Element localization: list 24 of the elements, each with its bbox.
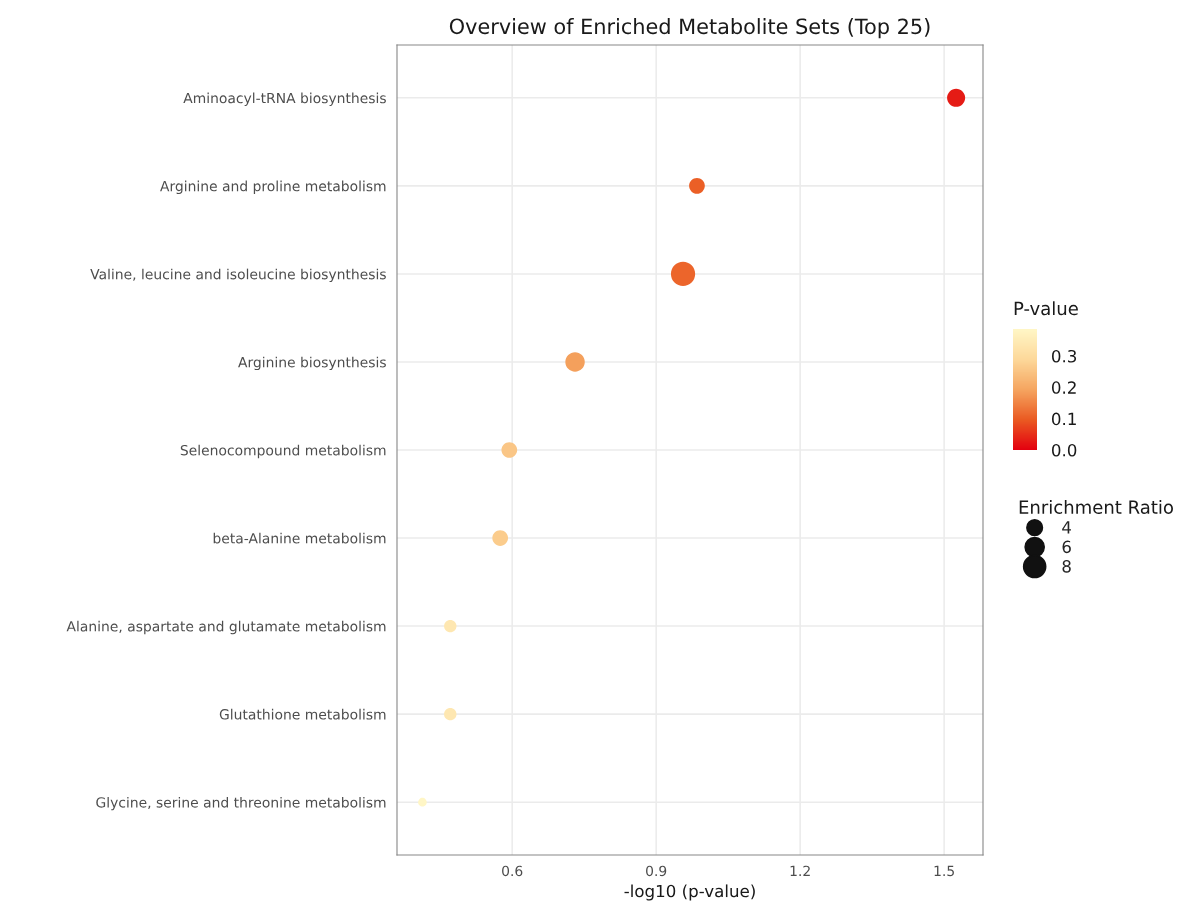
y-tick-label: Arginine and proline metabolism: [160, 180, 386, 195]
legend-label: 6: [1062, 540, 1071, 554]
legend-label: 8: [1062, 560, 1071, 573]
y-tick-label: Valine, leucine and isoleucine biosynthesis: [90, 268, 386, 283]
legend-label: 4: [1062, 521, 1071, 534]
chart-title: Overview of Enriched Metabolite Sets (Top 25): [449, 18, 930, 39]
x-tick-label: 0.9: [646, 865, 667, 877]
y-tick-label: Glutathione metabolism: [219, 708, 386, 720]
y-tick-label: Selenocompound metabolism: [180, 444, 386, 459]
y-tick-label: Arginine biosynthesis: [238, 356, 386, 371]
y-tick-label: Alanine, aspartate and glutamate metabolism: [66, 620, 386, 635]
x-tick-label: 1.5: [934, 865, 954, 877]
color-bar-label: 0.2: [1051, 381, 1076, 394]
y-tick-label: Glycine, serine and threonine metabolism: [96, 796, 386, 811]
color-bar-label: 0.0: [1051, 443, 1077, 457]
x-tick-label: 1.2: [790, 865, 810, 876]
color-bar-title: P-value: [1014, 301, 1078, 316]
x-tick-label: 0.6: [502, 865, 523, 877]
color-bar-label: 0.3: [1051, 349, 1077, 363]
y-tick-label: Aminoacyl-tRNA biosynthesis: [183, 92, 386, 106]
legend-title: Enrichment Ratio: [1019, 500, 1173, 514]
color-bar-label: 0.1: [1051, 412, 1076, 426]
x-axis-title: -log10 (p-value): [624, 884, 755, 901]
y-tick-label: beta-Alanine metabolism: [213, 532, 386, 544]
